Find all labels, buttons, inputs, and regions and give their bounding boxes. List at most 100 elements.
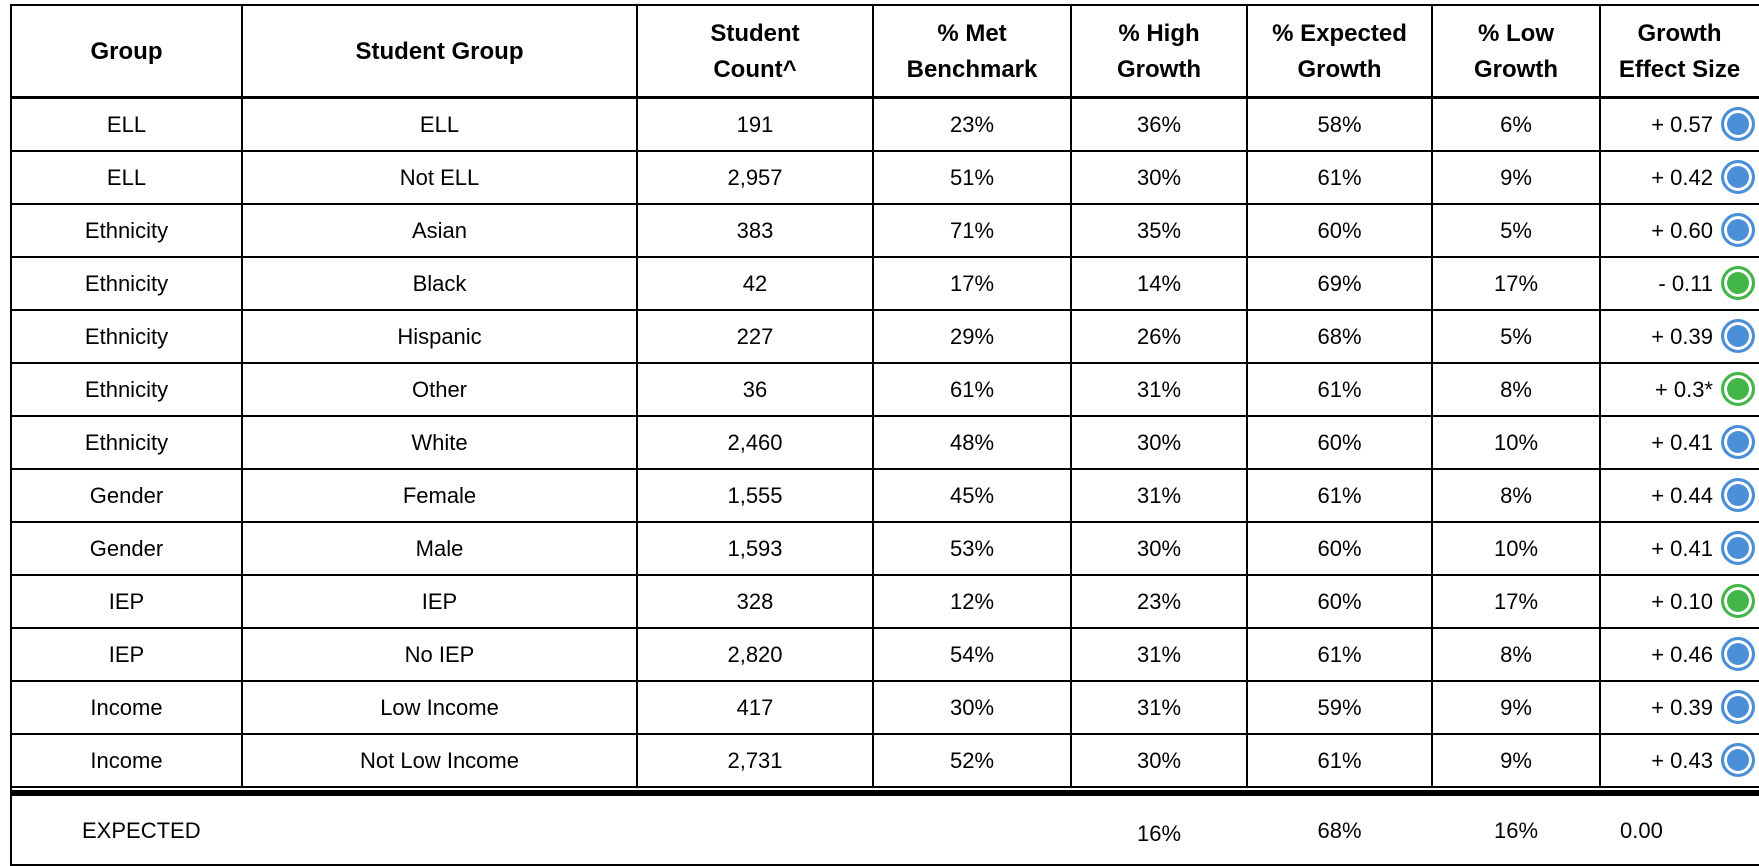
table-cell: 5% <box>1500 217 1532 243</box>
table-cell: + 0.46 <box>1651 641 1713 667</box>
table-cell: 60% <box>1317 217 1362 243</box>
table-cell: Gender <box>89 535 164 561</box>
table-cell: 42 <box>742 270 768 296</box>
table-cell: Black <box>412 270 467 296</box>
row-line <box>11 786 1759 788</box>
column-line <box>1070 4 1072 787</box>
table-cell: 29% <box>949 323 995 349</box>
table-cell: + 0.57 <box>1651 111 1713 137</box>
effect-indicator <box>1721 107 1755 141</box>
expected-cell: 0.00 <box>1620 818 1663 843</box>
column-line <box>1246 4 1248 787</box>
table-cell: 60% <box>1317 588 1362 614</box>
table-cell: 61% <box>1317 376 1362 402</box>
bottom-border <box>11 864 1759 866</box>
expected-cell: 16% <box>1493 818 1539 843</box>
table-cell: + 0.39 <box>1651 323 1713 349</box>
table-cell: 48% <box>949 429 995 455</box>
row-line <box>11 468 1759 470</box>
header-top-line <box>11 4 1759 6</box>
table-cell: 17% <box>1493 270 1539 296</box>
table-cell: 1,593 <box>727 535 783 561</box>
table-cell: Income <box>90 747 163 773</box>
table-cell: + 0.3* <box>1654 376 1713 402</box>
table-cell: + 0.42 <box>1651 164 1713 190</box>
table-cell: 30% <box>1136 164 1182 190</box>
table-cell: 328 <box>736 588 774 614</box>
table-cell: + 0.39 <box>1651 694 1713 720</box>
table-cell: 383 <box>736 217 774 243</box>
table-cell: 53% <box>949 535 995 561</box>
row-line <box>11 627 1759 629</box>
effect-indicator <box>1721 160 1755 194</box>
table-cell: 10% <box>1493 429 1539 455</box>
effect-indicator <box>1721 531 1755 565</box>
header-text: Student Group <box>355 38 524 65</box>
table-cell: Ethnicity <box>84 376 169 402</box>
row-line <box>11 256 1759 258</box>
table-cell: 31% <box>1136 641 1182 667</box>
table-cell: + 0.43 <box>1651 747 1713 773</box>
row-line <box>11 203 1759 205</box>
table-cell: 31% <box>1136 694 1182 720</box>
table-cell: 8% <box>1500 376 1532 402</box>
header-cell: Student Count^ <box>637 6 873 98</box>
table-cell: 31% <box>1136 482 1182 508</box>
table-cell: Income <box>90 694 163 720</box>
table-cell: 2,820 <box>727 641 783 667</box>
header-cell: % Low Growth <box>1432 6 1600 98</box>
table-cell: 59% <box>1317 694 1362 720</box>
table-cell: 52% <box>949 747 995 773</box>
column-line <box>1599 4 1601 787</box>
table-cell: IEP <box>108 588 145 614</box>
table-cell: 61% <box>949 376 995 402</box>
table-cell: Not ELL <box>399 164 480 190</box>
effect-indicator <box>1721 425 1755 459</box>
table-cell: Gender <box>89 482 164 508</box>
table-cell: 61% <box>1317 482 1362 508</box>
table-cell: Ethnicity <box>84 429 169 455</box>
table-cell: 61% <box>1317 641 1362 667</box>
row-line <box>11 574 1759 576</box>
header-cell: % High Growth <box>1071 6 1247 98</box>
table-cell: Not Low Income <box>360 747 519 773</box>
table-cell: 31% <box>1136 376 1182 402</box>
column-line <box>241 4 243 787</box>
table-cell: 45% <box>949 482 995 508</box>
table-cell: No IEP <box>404 641 475 667</box>
row-line <box>11 733 1759 735</box>
table-cell: + 0.60 <box>1651 217 1713 243</box>
header-text: Student Count^ <box>710 20 800 83</box>
header-text: Group <box>90 38 163 65</box>
table-cell: 2,460 <box>727 429 783 455</box>
expected-cell: 16% <box>1136 821 1182 846</box>
table-cell: 9% <box>1500 164 1532 190</box>
table-cell: 10% <box>1493 535 1539 561</box>
table-cell: ELL <box>419 111 460 137</box>
table-cell: 23% <box>949 111 995 137</box>
effect-indicator <box>1721 584 1755 618</box>
table-cell: 30% <box>949 694 995 720</box>
table-cell: 191 <box>736 111 774 137</box>
table-cell: Asian <box>411 217 468 243</box>
table-cell: 9% <box>1500 694 1532 720</box>
table-cell: 12% <box>949 588 995 614</box>
table-cell: Ethnicity <box>84 270 169 296</box>
expected-cell: 68% <box>1317 818 1362 843</box>
effect-indicator <box>1721 478 1755 512</box>
table-cell: 9% <box>1500 747 1532 773</box>
table-cell: 60% <box>1317 535 1362 561</box>
table-cell: 71% <box>949 217 995 243</box>
table-cell: Ethnicity <box>84 323 169 349</box>
header-text: Growth Effect Size <box>1618 20 1741 83</box>
row-line <box>11 309 1759 311</box>
table-cell: Ethnicity <box>84 217 169 243</box>
effect-indicator <box>1721 372 1755 406</box>
table-cell: 6% <box>1500 111 1532 137</box>
table-cell: 30% <box>1136 429 1182 455</box>
table-cell: 8% <box>1500 482 1532 508</box>
table-cell: 60% <box>1317 429 1362 455</box>
table-cell: 2,731 <box>727 747 783 773</box>
table-cell: 17% <box>949 270 995 296</box>
table-cell: ELL <box>106 164 147 190</box>
